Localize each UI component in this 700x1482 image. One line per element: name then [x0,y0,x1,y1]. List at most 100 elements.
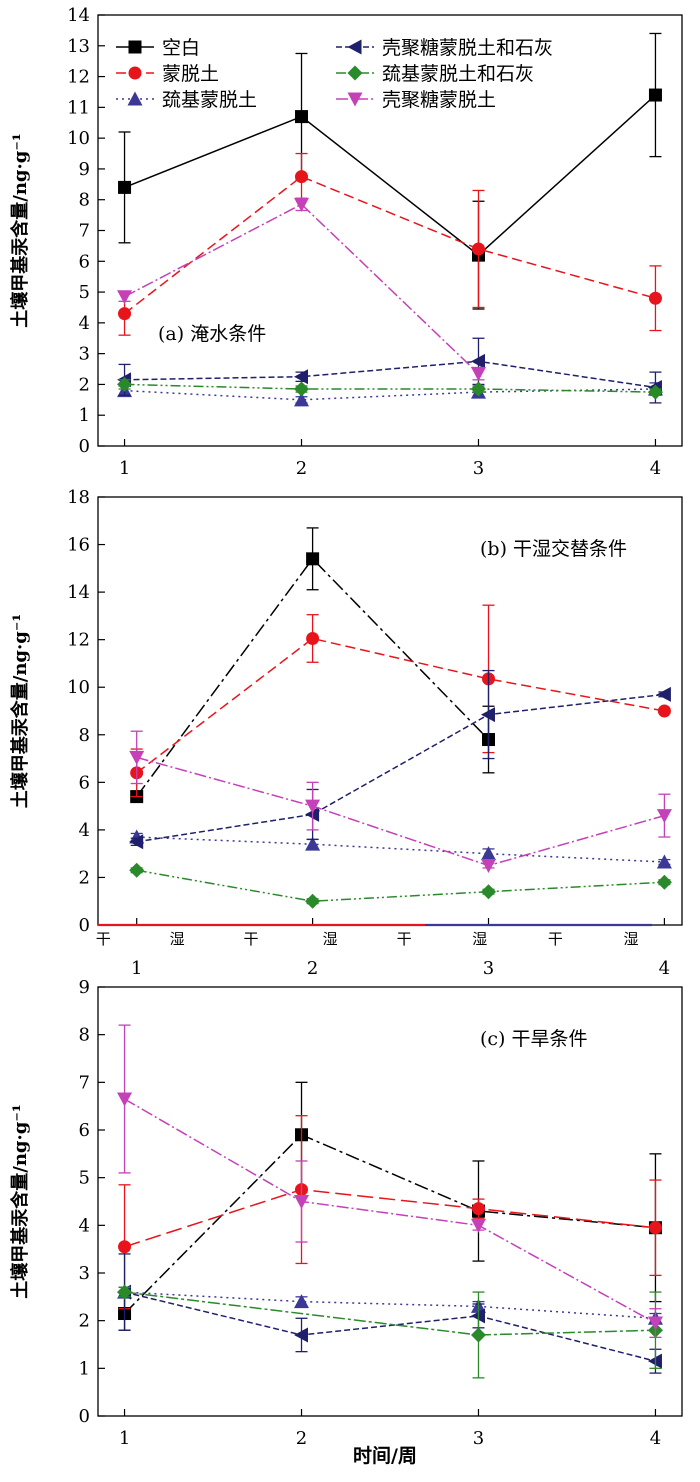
y-tick-label: 13 [67,36,90,57]
y-tick-label: 14 [67,5,90,26]
series-line [124,1291,656,1362]
y-tick-label: 0 [79,915,90,936]
x-tick-label: 1 [119,458,130,479]
y-tick-label: 2 [79,374,90,395]
data-point [471,1202,485,1216]
x-tick-label: 1 [119,1428,130,1449]
data-point [118,307,132,321]
panel-annotation: (c) 干旱条件 [480,1028,588,1050]
data-point [294,392,310,407]
legend-item-cs: 壳聚糖蒙脱土 [336,89,496,111]
y-axis-title: 土壤甲基汞含量/ng·g⁻¹ [9,1104,31,1298]
data-point [306,631,320,645]
series-mont [118,1115,662,1310]
series-line [136,637,665,774]
data-point [656,686,671,702]
legend-item-mont: 蒙脱土 [116,63,219,85]
data-point [481,884,497,900]
series-thiol_lime [129,862,672,909]
dry-cycle-label: 干 [96,930,111,948]
legend-marker [127,91,143,106]
series-thiol [117,1284,663,1325]
data-point [470,1218,486,1233]
series-line [124,388,656,401]
y-tick-label: 12 [67,67,90,88]
panel-frame [97,496,683,926]
legend-marker [347,92,363,107]
x-axis-title: 时间/周 [353,1445,417,1467]
x-tick-label: 3 [473,458,484,479]
y-tick-label: 3 [79,344,90,365]
wet-cycle-label: 湿 [472,930,487,948]
y-tick-label: 0 [79,1406,90,1427]
y-tick-label: 5 [79,282,90,303]
series-line [124,175,656,315]
series-mont [130,604,671,798]
y-tick-label: 0 [79,436,90,457]
data-point [117,1092,133,1107]
y-tick-label: 4 [79,313,90,334]
panel-annotation: (b) 干湿交替条件 [480,538,627,560]
data-point [648,291,662,305]
x-tick-label: 4 [650,458,661,479]
x-tick-label: 4 [659,958,670,979]
legend-item-blank: 空白 [116,37,200,59]
data-point [470,381,486,397]
data-point [656,809,672,824]
y-axis-title: 土壤甲基汞含量/ng·g⁻¹ [9,614,31,808]
data-point [305,799,321,814]
x-tick-label: 3 [473,1428,484,1449]
y-tick-label: 11 [67,97,90,118]
series-line [136,869,665,902]
data-point [471,242,485,256]
series-thiol_lime [117,1284,663,1379]
y-tick-label: 6 [79,1120,90,1141]
data-point [294,369,309,385]
data-point [294,1294,310,1309]
series-line [124,1291,656,1320]
data-point [657,704,671,718]
data-point [129,834,144,850]
data-point [294,381,310,397]
data-point [481,846,497,861]
series-blank [118,1081,662,1331]
legend-item-cs_lime: 壳聚糖蒙脱土和石灰 [336,37,553,59]
y-tick-label: 10 [67,677,90,698]
data-point [295,170,309,184]
series-blank [130,527,496,804]
wet-cycle-label: 湿 [323,930,338,948]
data-point [647,1316,663,1331]
legend-label: 巯基蒙脱土和石灰 [382,63,534,85]
y-tick-label: 2 [79,1311,90,1332]
series-thiol_lime [117,376,663,400]
data-point [117,290,133,305]
legend-item-thiol: 巯基蒙脱土 [116,89,257,111]
data-point [647,384,663,400]
y-tick-label: 4 [79,1215,90,1236]
data-point [306,552,320,566]
data-point [117,1284,133,1300]
data-point [470,353,485,369]
y-tick-label: 8 [79,190,90,211]
y-tick-label: 7 [79,221,90,242]
series-line [124,383,656,393]
series-line [124,94,657,257]
panel-annotation: (a) 淹水条件 [158,323,266,345]
chart-marks [117,32,672,1379]
y-tick-label: 2 [79,867,90,888]
y-tick-label: 8 [79,1025,90,1046]
y-tick-label: 18 [67,487,90,508]
x-tick-label: 4 [650,1428,661,1449]
data-point [656,874,672,890]
data-point [295,110,309,124]
legend-marker [128,66,142,80]
y-axis-title: 土壤甲基汞含量/ng·g⁻¹ [9,133,31,327]
y-tick-label: 9 [79,159,90,180]
legend-marker [128,40,142,54]
dry-cycle-label: 干 [244,930,259,948]
panel-frame [97,986,683,1417]
